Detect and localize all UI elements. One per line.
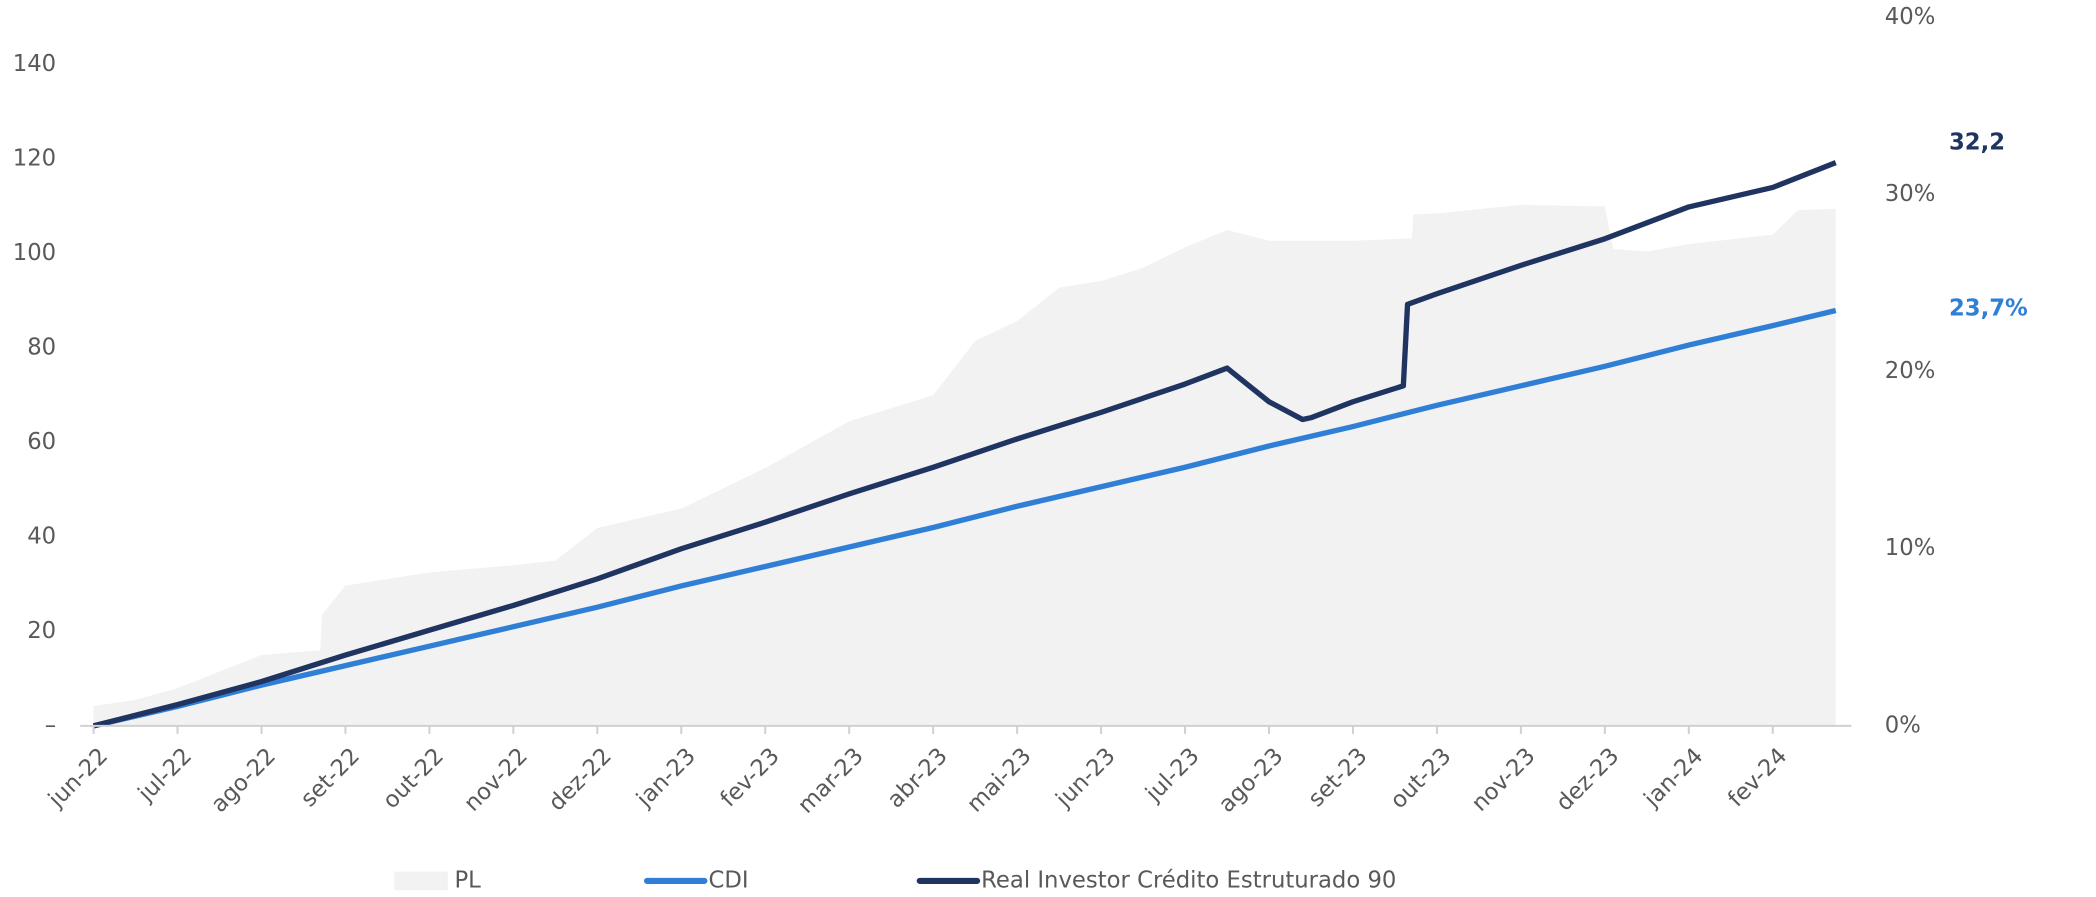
x-tick-label: ago-22 <box>206 743 281 818</box>
y2-tick-label: 40% <box>1885 4 1936 30</box>
y-tick-label: 100 <box>13 240 56 266</box>
y-tick-label: 40 <box>27 523 56 549</box>
y-tick-label: 60 <box>27 429 56 455</box>
x-tick-label: set-23 <box>1303 743 1372 812</box>
x-tick-label: abr-23 <box>882 743 952 813</box>
legend-label: CDI <box>708 867 748 893</box>
x-tick-label: out-22 <box>378 743 449 814</box>
x-tick-label: jun-22 <box>43 743 113 813</box>
x-tick-label: out-23 <box>1386 743 1457 814</box>
x-tick-label: fev-24 <box>1723 743 1792 812</box>
x-tick-label: ago-23 <box>1214 743 1289 818</box>
y-tick-label: 120 <box>13 146 56 172</box>
legend-label: Real Investor Crédito Estruturado 90 <box>981 867 1396 893</box>
y2-tick-label: 0% <box>1885 712 1921 738</box>
x-tick-label: dez-22 <box>544 743 617 816</box>
y2-tick-label: 20% <box>1885 358 1936 384</box>
y2-tick-label: 30% <box>1885 181 1936 207</box>
y-tick-label: – <box>45 712 56 738</box>
y2-tick-label: 10% <box>1885 535 1936 561</box>
legend-swatch <box>394 871 448 891</box>
x-tick-label: jun-23 <box>1050 743 1120 813</box>
line <box>92 160 1837 729</box>
legend-label: PL <box>454 867 481 893</box>
line <box>92 307 1837 729</box>
x-tick-label: jan-24 <box>1639 743 1709 813</box>
x-tick-label: dez-23 <box>1551 743 1624 816</box>
x-tick-label: jul-23 <box>1140 743 1204 807</box>
area <box>93 204 1836 726</box>
x-tick-label: jul-22 <box>133 743 197 807</box>
annotation: 32,2 <box>1949 130 2005 156</box>
x-tick-label: nov-22 <box>459 743 533 817</box>
y-tick-label: 80 <box>27 335 56 361</box>
x-tick-label: jan-23 <box>631 743 701 813</box>
y-tick-label: 140 <box>13 51 56 77</box>
x-tick-label: mar-23 <box>793 743 869 819</box>
x-tick-label: fev-23 <box>716 743 785 812</box>
y-tick-label: 20 <box>27 618 56 644</box>
x-tick-label: set-22 <box>296 743 365 812</box>
x-tick-label: nov-23 <box>1467 743 1541 817</box>
annotation: 23,7% <box>1949 295 2028 321</box>
x-tick-label: mai-23 <box>962 743 1037 818</box>
